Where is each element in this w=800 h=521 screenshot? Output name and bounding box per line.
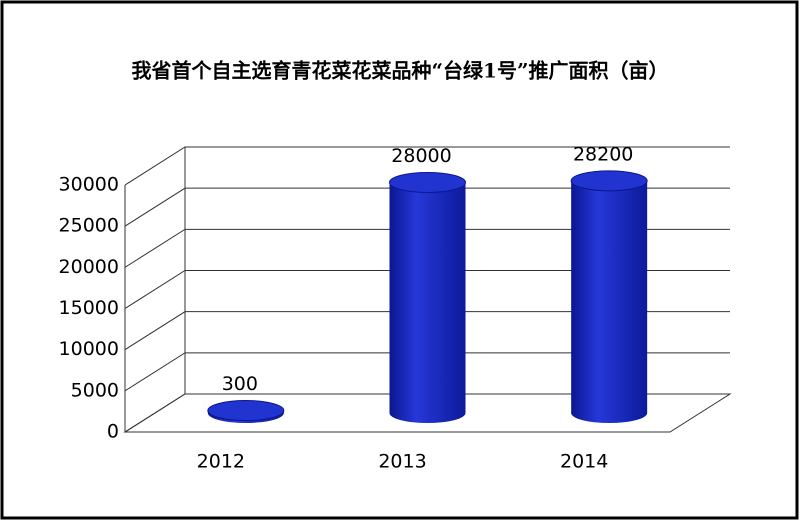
y-tick-label: 15000 — [59, 297, 119, 319]
y-tick-label: 25000 — [59, 215, 119, 237]
y-tick-label: 5000 — [71, 379, 119, 401]
grid-line — [124, 311, 730, 351]
y-tick-label: 10000 — [59, 338, 119, 360]
cylinder-top — [389, 171, 466, 193]
grid-line — [124, 270, 730, 309]
grid-line — [124, 393, 730, 433]
x-tick-label: 2014 — [560, 451, 608, 473]
cylinder-top — [570, 170, 648, 192]
y-tick-label: 30000 — [59, 174, 119, 196]
x-tick-label: 2012 — [197, 451, 245, 473]
cylinder-body — [571, 180, 648, 413]
y-tick-label: 0 — [107, 421, 119, 443]
grid-line — [124, 352, 730, 392]
x-tick-label: 2013 — [378, 451, 426, 473]
cylinder-base — [389, 403, 466, 423]
cylinder-base — [571, 403, 648, 423]
grid-line — [124, 187, 730, 227]
chart-title: 我省首个自主选育青花菜花菜品种“台绿1号”推广面积（亩） — [132, 59, 669, 83]
grid-line — [124, 146, 730, 186]
value-label: 28000 — [391, 145, 451, 167]
grid-line — [124, 228, 730, 268]
y-tick-label: 20000 — [59, 256, 119, 278]
value-label: 28200 — [573, 143, 633, 165]
value-label: 300 — [222, 373, 258, 395]
cylinder-top — [207, 400, 285, 422]
cylinder-body — [389, 182, 466, 413]
